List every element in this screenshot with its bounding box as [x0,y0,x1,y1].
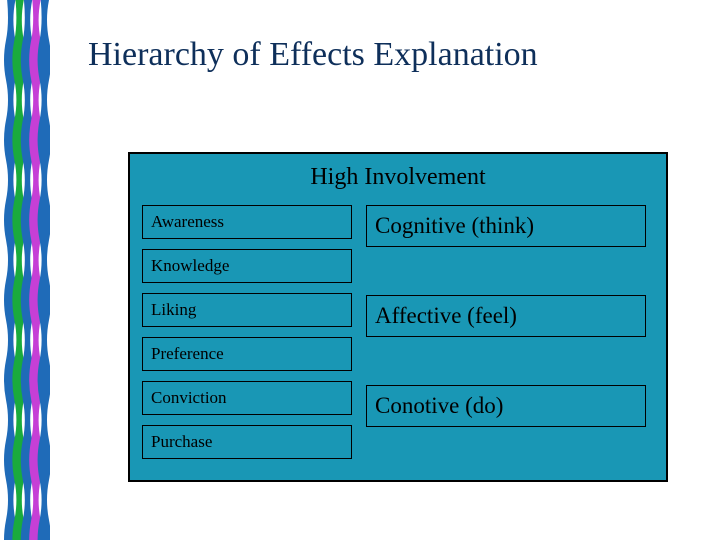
stage-cell: Awareness [142,205,352,239]
category-cell: Cognitive (think) [366,205,646,247]
stage-cell: Liking [142,293,352,327]
panel-columns: Awareness Knowledge Liking Preference Convic… [130,205,666,471]
stage-cell: Purchase [142,425,352,459]
panel-header: High Involvement [130,154,666,205]
hierarchy-panel: High Involvement Awareness Knowledge Likin… [128,152,668,482]
slide-decoration [0,0,50,540]
stage-cell: Preference [142,337,352,371]
category-cell: Affective (feel) [366,295,646,337]
categories-column: Cognitive (think) Affective (feel) Conotiv… [366,205,646,459]
stage-cell: Knowledge [142,249,352,283]
stages-column: Awareness Knowledge Liking Preference Convic… [142,205,352,459]
stage-cell: Conviction [142,381,352,415]
category-cell: Conotive (do) [366,385,646,427]
page-title: Hierarchy of Effects Explanation [88,36,538,74]
